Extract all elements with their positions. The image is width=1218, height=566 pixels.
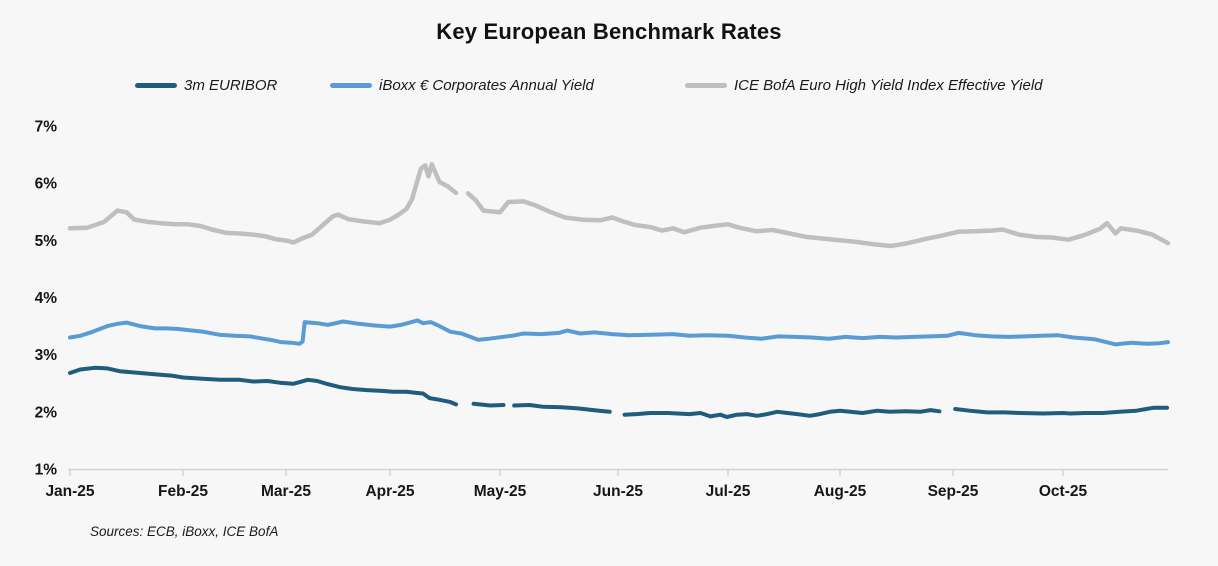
y-axis-label: 1% — [35, 462, 58, 479]
x-axis-label: Jun-25 — [593, 483, 643, 500]
x-axis-label: Oct-25 — [1039, 483, 1088, 500]
series-line-ice-bofa-euro-high-yield-index-effective-yield — [67, 162, 1171, 249]
legend-label: ICE BofA Euro High Yield Index Effective… — [734, 76, 1043, 94]
x-axis-label: Jan-25 — [45, 483, 94, 500]
legend-item-3m-euribor: 3m EURIBOR — [135, 76, 277, 94]
series-line-3m-euribor — [68, 365, 1169, 419]
x-axis-label: Sep-25 — [928, 483, 979, 500]
source-note: Sources: ECB, iBoxx, ICE BofA — [90, 524, 279, 539]
legend-swatch-3m-euribor — [135, 82, 177, 88]
legend-swatch-ice-bofa-high-yield — [685, 82, 727, 88]
x-axis-label: Jul-25 — [706, 483, 751, 500]
x-axis-label: May-25 — [474, 483, 527, 500]
y-axis-label: 2% — [35, 404, 58, 421]
chart-title: Key European Benchmark Rates — [436, 19, 782, 44]
y-axis-label: 6% — [35, 176, 58, 193]
legend-label: iBoxx € Corporates Annual Yield — [379, 76, 594, 94]
series-line-iboxx-corporates-annual-yield — [68, 318, 1170, 347]
x-axis-label: Feb-25 — [158, 483, 208, 500]
y-axis-label: 4% — [35, 290, 58, 307]
x-axis-label: Mar-25 — [261, 483, 311, 500]
x-axis-label: Apr-25 — [365, 483, 414, 500]
y-axis-label: 5% — [35, 233, 58, 250]
legend-item-ice-bofa-high-yield: ICE BofA Euro High Yield Index Effective… — [685, 76, 1043, 94]
x-axis-label: Aug-25 — [814, 483, 867, 500]
y-axis-label: 3% — [35, 347, 58, 364]
legend-item-iboxx-corporates: iBoxx € Corporates Annual Yield — [330, 76, 594, 94]
legend-swatch-iboxx-corporates — [330, 82, 372, 88]
y-axis-label: 7% — [35, 118, 58, 135]
legend-label: 3m EURIBOR — [184, 76, 278, 94]
